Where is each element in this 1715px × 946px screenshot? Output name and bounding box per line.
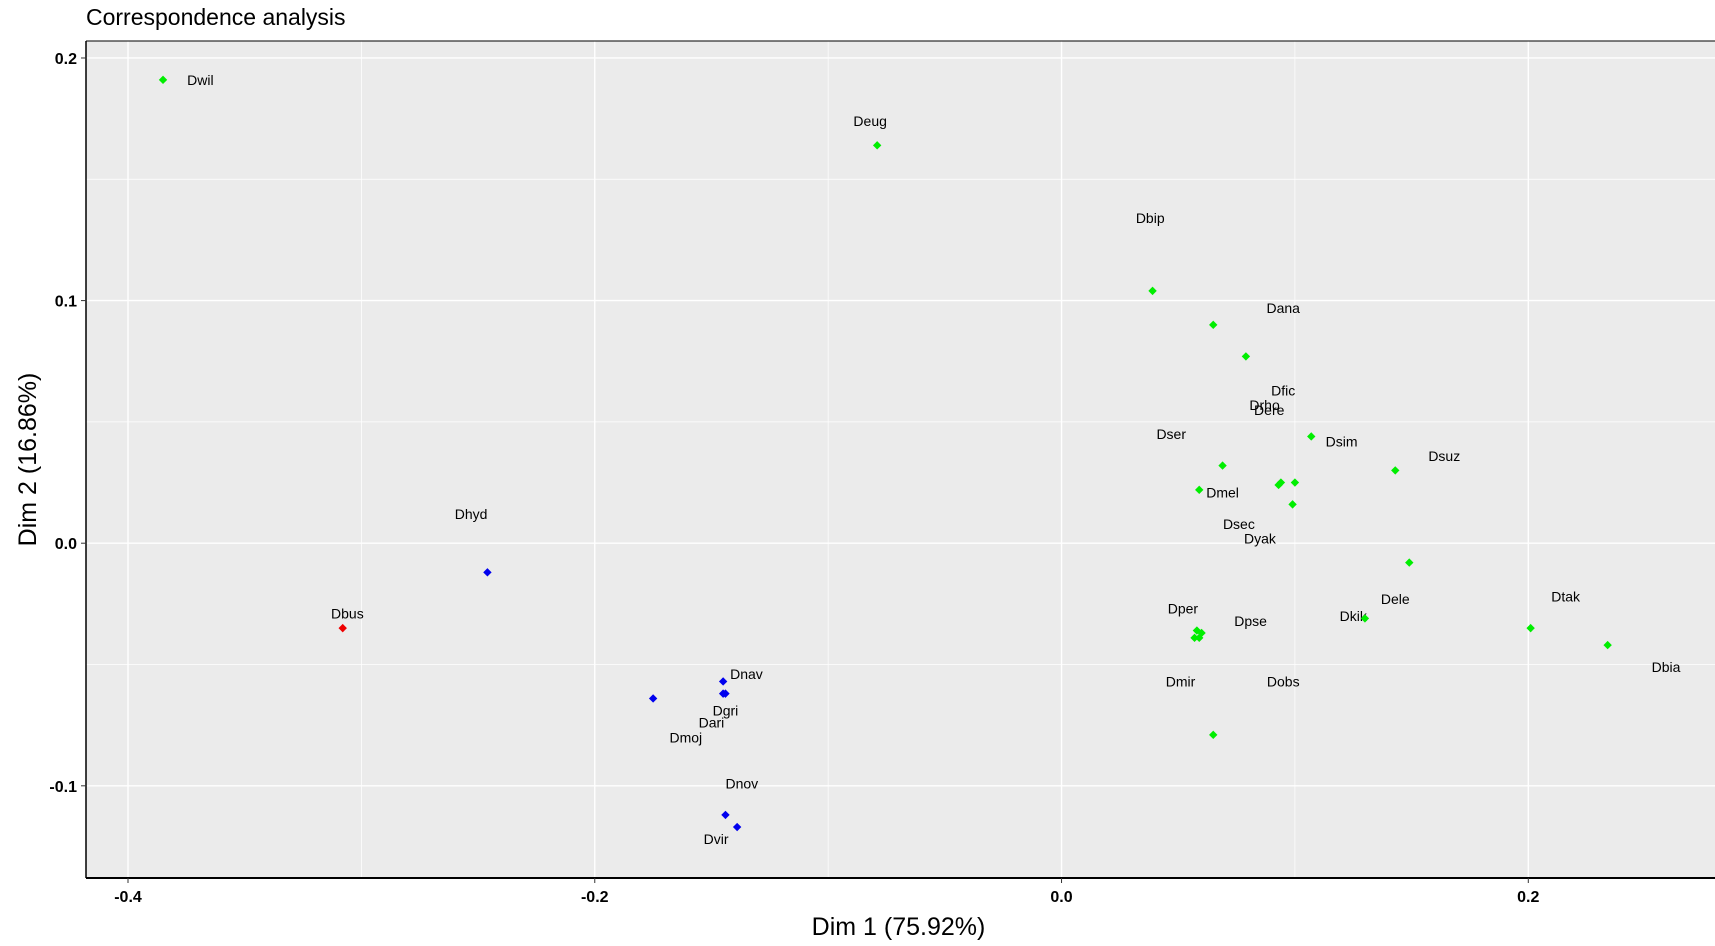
point-label-dbip: Dbip [1136,210,1165,226]
point-label-dmel: Dmel [1206,484,1239,500]
point-label-dfic: Dfic [1271,382,1295,398]
point-label-dhyd: Dhyd [455,506,488,522]
point-label-dper: Dper [1168,601,1199,617]
y-tick-label: 0.2 [55,51,77,68]
point-label-deug: Deug [853,113,886,129]
data-point-green [158,75,168,85]
point-label-dgri: Dgri [713,703,739,719]
data-point-blue [483,568,492,577]
x-tick-label: -0.4 [114,889,142,906]
point-label-dtak: Dtak [1551,589,1581,605]
x-axis-title: Dim 1 (75.92%) [812,913,986,941]
chart-title: Correspondence analysis [86,4,346,30]
point-label-dnav: Dnav [730,666,763,682]
point-label-dser: Dser [1156,426,1186,442]
major-gridlines [86,41,1715,878]
data-point-green [1241,352,1251,361]
point-label-dele: Dele [1381,591,1410,607]
x-tick-label: 0.0 [1050,889,1072,906]
data-point-green [1195,485,1204,495]
data-point-green [1405,558,1414,567]
data-point-green [1190,633,1199,643]
data-point-green [1209,320,1218,330]
y-tick-label: -0.1 [49,779,77,796]
point-label-dmir: Dmir [1166,673,1196,689]
data-point-blue [718,689,728,698]
y-tick-label: 0.1 [55,294,77,311]
data-point-green [1209,730,1218,740]
data-point-green [1391,466,1400,475]
data-point-green [1360,614,1370,623]
tick-labels: -0.4 -0.2 0.0 0.2 -0.1 0.0 0.1 0.2 [49,51,1539,906]
point-label-dkik: Dkik [1340,608,1368,624]
point-label-dobs: Dobs [1267,673,1300,689]
point-label-drho: Drho [1249,397,1280,413]
point-label-dsec: Dsec [1223,516,1255,532]
x-tick-label: -0.2 [581,889,609,906]
data-point-blue [718,677,728,686]
y-axis-title: Dim 2 (16.86%) [14,373,42,547]
axes [85,40,1715,879]
data-point-green [1603,640,1612,650]
point-label-dbia: Dbia [1652,659,1681,675]
point-label-dpse: Dpse [1234,613,1267,629]
point-label-dvir: Dvir [704,831,729,847]
point-label-dsuz: Dsuz [1428,448,1460,464]
point-label-dwil: Dwil [187,72,213,88]
point-label-dmoj: Dmoj [669,729,702,745]
point-label-dnov: Dnov [725,775,758,791]
data-point-green [1197,628,1206,638]
data-point-green [1148,286,1157,296]
data-point-green [1218,461,1227,470]
point-label-dbus: Dbus [331,606,364,622]
data-point-green [872,141,882,150]
data-point-green [1192,626,1202,635]
data-point-blue [732,822,742,832]
data-point-green [1290,478,1300,487]
data-point-green [1526,623,1535,633]
point-label-dyak: Dyak [1244,530,1277,546]
data-point-blue [648,694,658,703]
data-point-green [1307,432,1316,441]
point-label-dari: Dari [699,715,725,731]
plot-background [86,41,1715,878]
data-point-green [1288,500,1297,509]
point-label-dana: Dana [1267,300,1301,316]
data-point-green [1195,633,1204,643]
data-point-blue [721,810,730,820]
point-label-dsim: Dsim [1326,433,1358,449]
data-point-green [1276,478,1286,487]
data-points [158,75,1612,832]
x-tick-label: 0.2 [1517,889,1539,906]
minor-gridlines [86,41,1715,878]
y-tick-label: 0.0 [55,536,77,553]
point-label-dere: Dere [1254,402,1285,418]
data-point-red [338,623,347,633]
